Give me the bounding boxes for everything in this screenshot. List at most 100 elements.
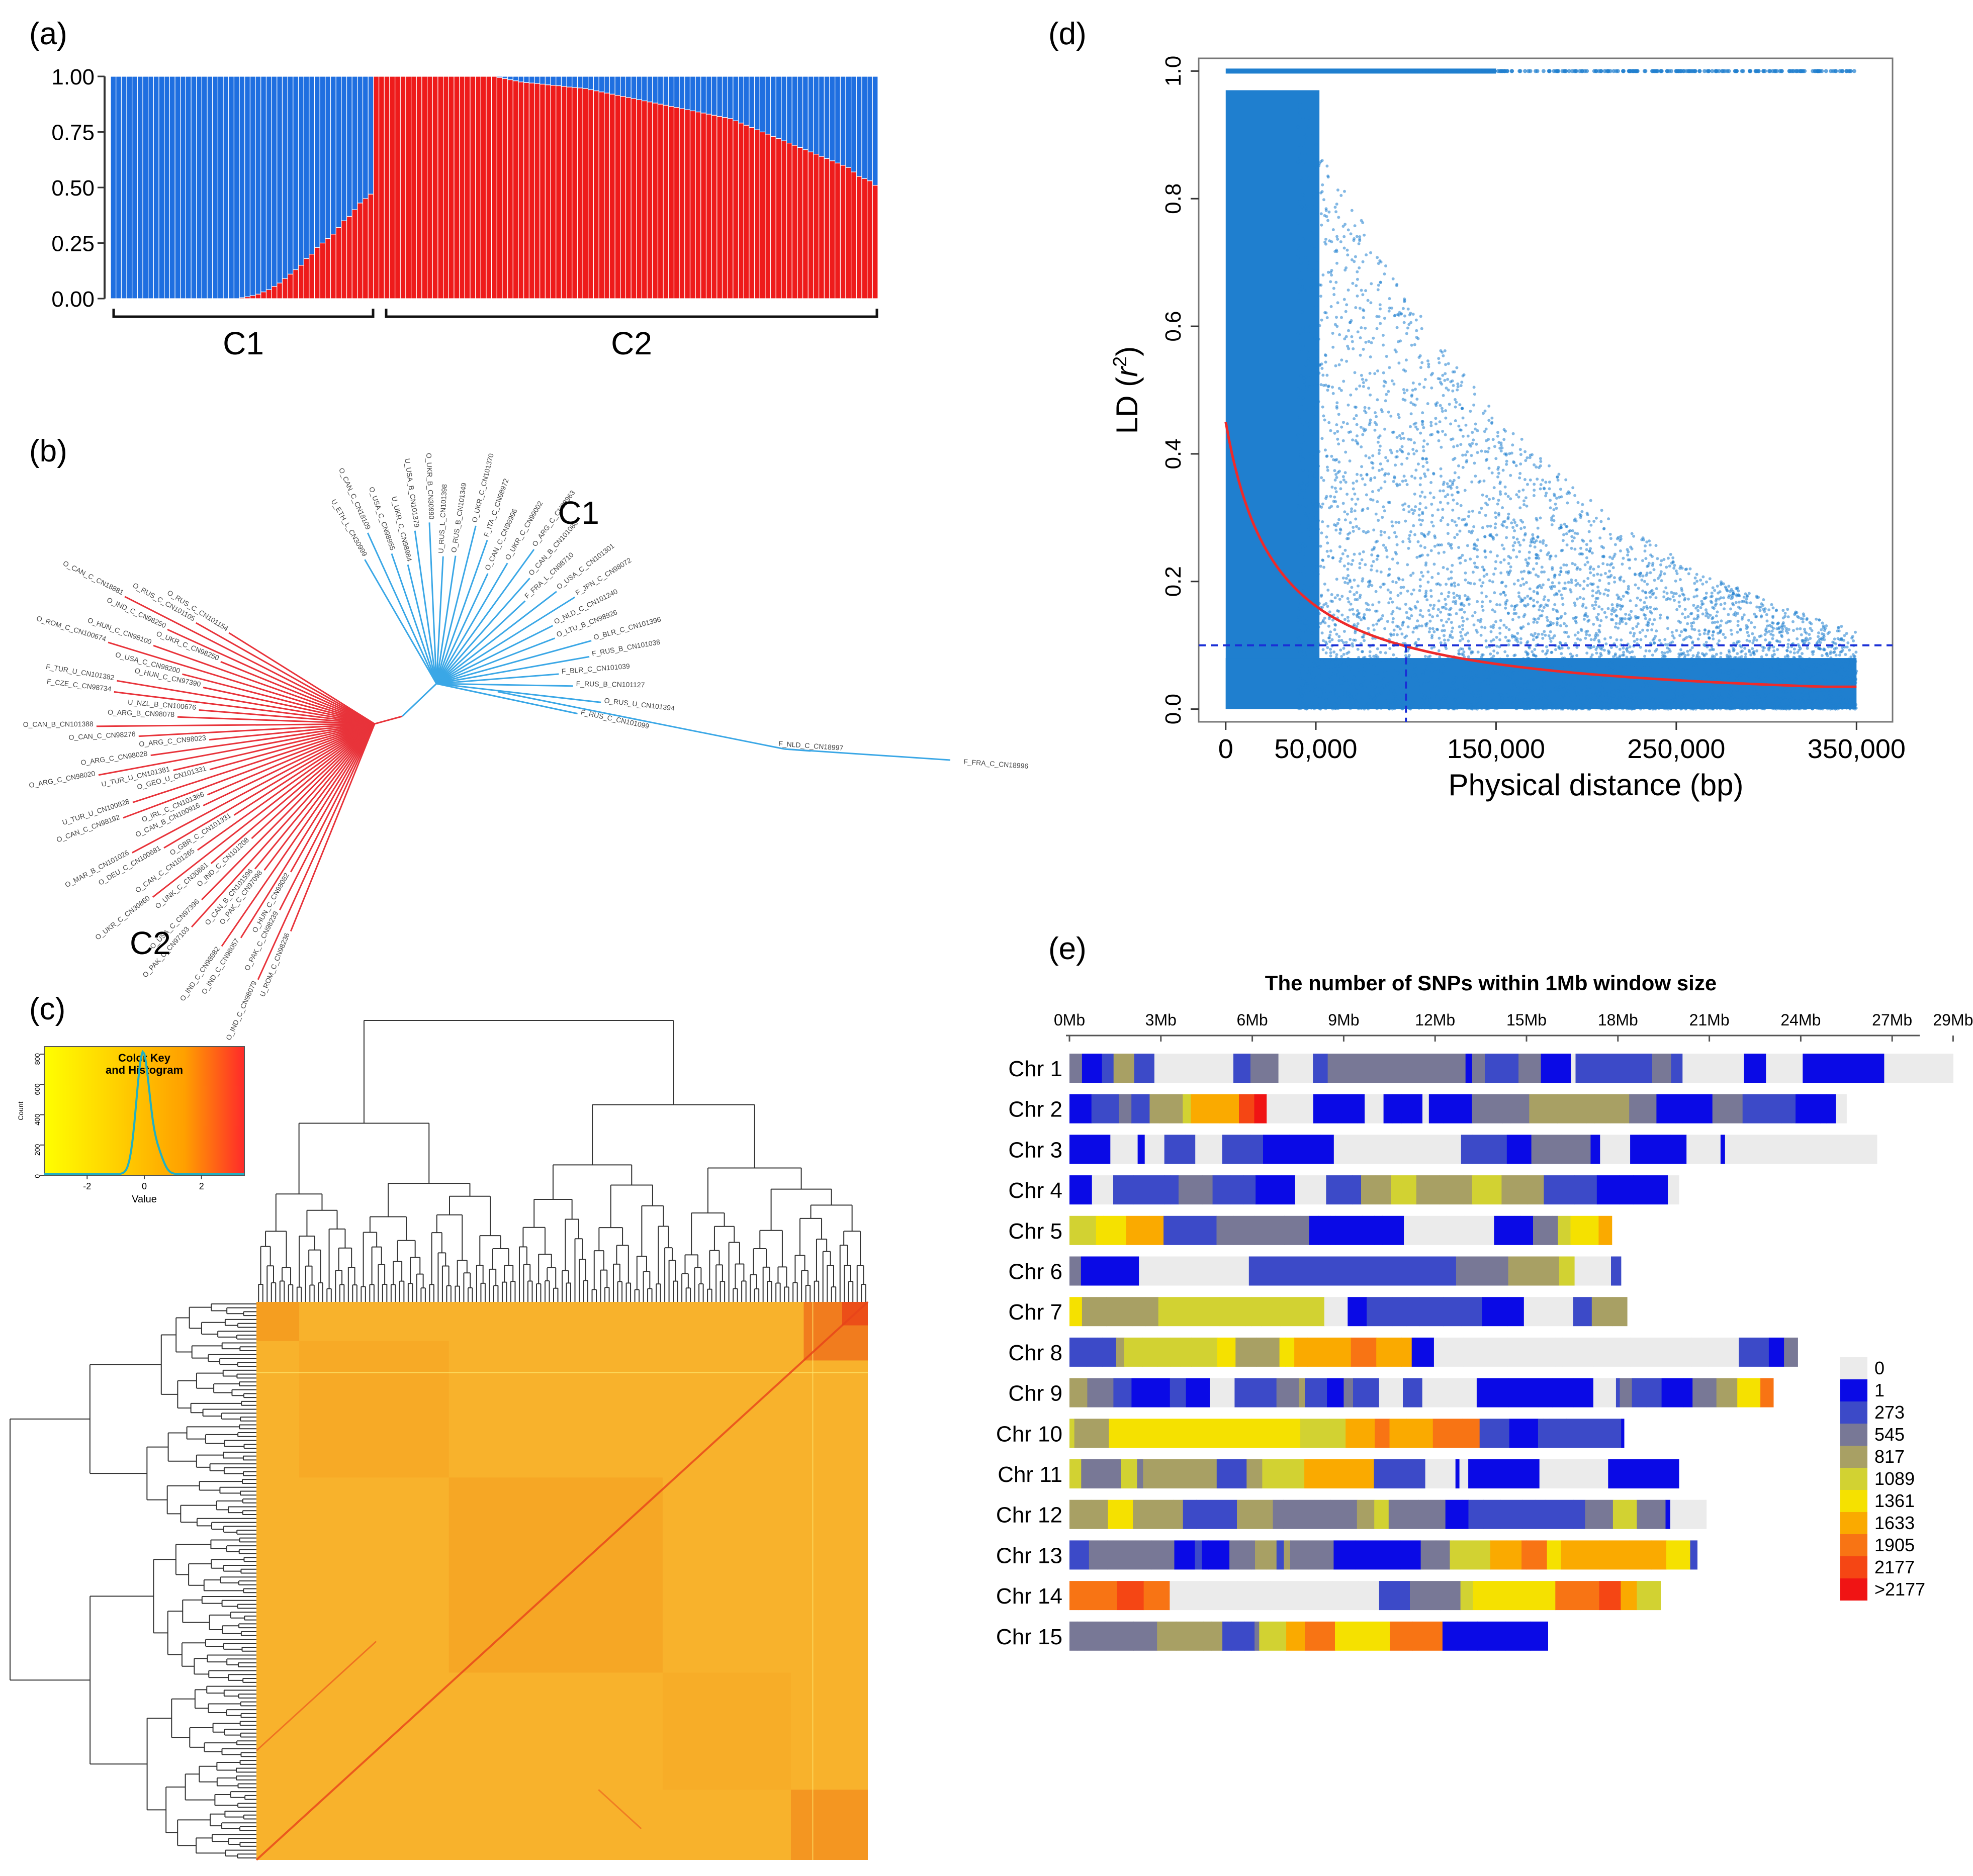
d-point [1507,697,1510,701]
d-point [1601,672,1605,675]
a-bar-blue [572,76,578,88]
d-point [1493,591,1496,595]
d-point [1457,464,1460,467]
d-point [1540,614,1544,617]
d-point [1416,600,1419,604]
d-point [1571,654,1574,658]
d-point [1384,546,1387,549]
d-point [1300,350,1303,353]
d-point [1424,624,1428,628]
a-bar-red [459,76,465,299]
d-point [1642,706,1646,710]
d-point [1609,636,1612,639]
a-bar-red [641,101,648,299]
d-point [1387,601,1391,605]
d-point [1557,473,1561,476]
a-bar-red [802,149,809,299]
d-point [1447,388,1450,392]
d-point [1670,701,1674,704]
d-point [1719,667,1722,670]
d-point [1352,239,1356,242]
d-point [1838,653,1841,657]
d-point [1298,271,1301,274]
d-point [1416,427,1419,431]
d-point [1412,626,1416,630]
d-point [1755,638,1758,642]
d-point [1367,603,1370,607]
a-bar-blue [791,76,798,146]
b-cluster-label-c1: C1 [558,495,599,531]
d-point [1559,566,1563,570]
d-point [1372,336,1375,340]
d-point [1598,690,1602,693]
b-red-leaf-label: O_IND_C_CN98079 [224,980,258,1042]
a-bar-blue [362,76,369,199]
d-point [1297,570,1300,573]
d-point [1573,531,1577,535]
a-bar-red [496,77,503,299]
b-branch-trunk-red [374,715,403,725]
d-point [1820,654,1824,658]
d-point [1479,701,1482,705]
d-point [1322,566,1325,569]
d-point [1716,699,1719,702]
b-blue-leaf-label: F_JPN_C_CN98072 [574,556,633,597]
d-point [1482,412,1485,415]
d-point [1326,541,1329,545]
d-point [1447,542,1450,545]
a-bar-blue [534,76,541,84]
d-point [1391,277,1395,280]
d-point [1702,643,1706,646]
d-point [1368,423,1371,426]
a-bar-red [265,289,272,299]
d-point [1392,628,1396,632]
d-point [1392,653,1395,656]
d-point [1541,704,1544,707]
b-blue-leaf-label: F_RUS_B_CN101127 [576,680,645,689]
a-bar-blue [759,76,766,133]
d-point [1727,661,1730,665]
d-point [1303,196,1306,200]
d-point [1609,537,1612,540]
d-point [1443,349,1447,352]
d-point [1533,483,1536,486]
d-point [1599,619,1603,622]
d-point [1727,620,1730,623]
d-point [1685,664,1688,667]
d-point [1515,697,1519,701]
d-point [1835,693,1838,697]
d-point [1297,387,1300,390]
c-key-y-tick-label: 200 [33,1144,41,1156]
d-point [1696,637,1700,641]
b-blue-branch [436,596,576,685]
d-point [1537,707,1541,710]
d-point [1486,696,1489,700]
a-bar-red [314,247,320,299]
d-point [1763,685,1766,688]
a-bar-blue [169,76,175,299]
a-bar-red [346,216,352,299]
d-point [1592,574,1595,577]
d-point [1515,493,1518,497]
a-bar-blue [153,76,159,299]
d-point [1405,634,1408,638]
d-point [1323,659,1327,663]
d-point [1612,702,1616,705]
b-red-leaf-label: O_HUN_C_CN98100 [86,616,153,646]
d-point [1375,569,1379,573]
d-point [1473,561,1476,565]
d-point [1613,664,1617,667]
d-point [1376,369,1379,372]
a-bar-red [689,110,696,299]
d-point [1519,641,1522,644]
d-point [1368,579,1372,583]
d-point [1526,603,1530,606]
d-point [1340,595,1344,598]
d-point [1712,630,1715,634]
d-point [1358,616,1361,619]
d-point [1421,445,1425,448]
b-blue-branch [435,540,488,684]
d-point [1337,216,1340,219]
d-point [1325,454,1328,458]
d-point [1406,673,1409,677]
